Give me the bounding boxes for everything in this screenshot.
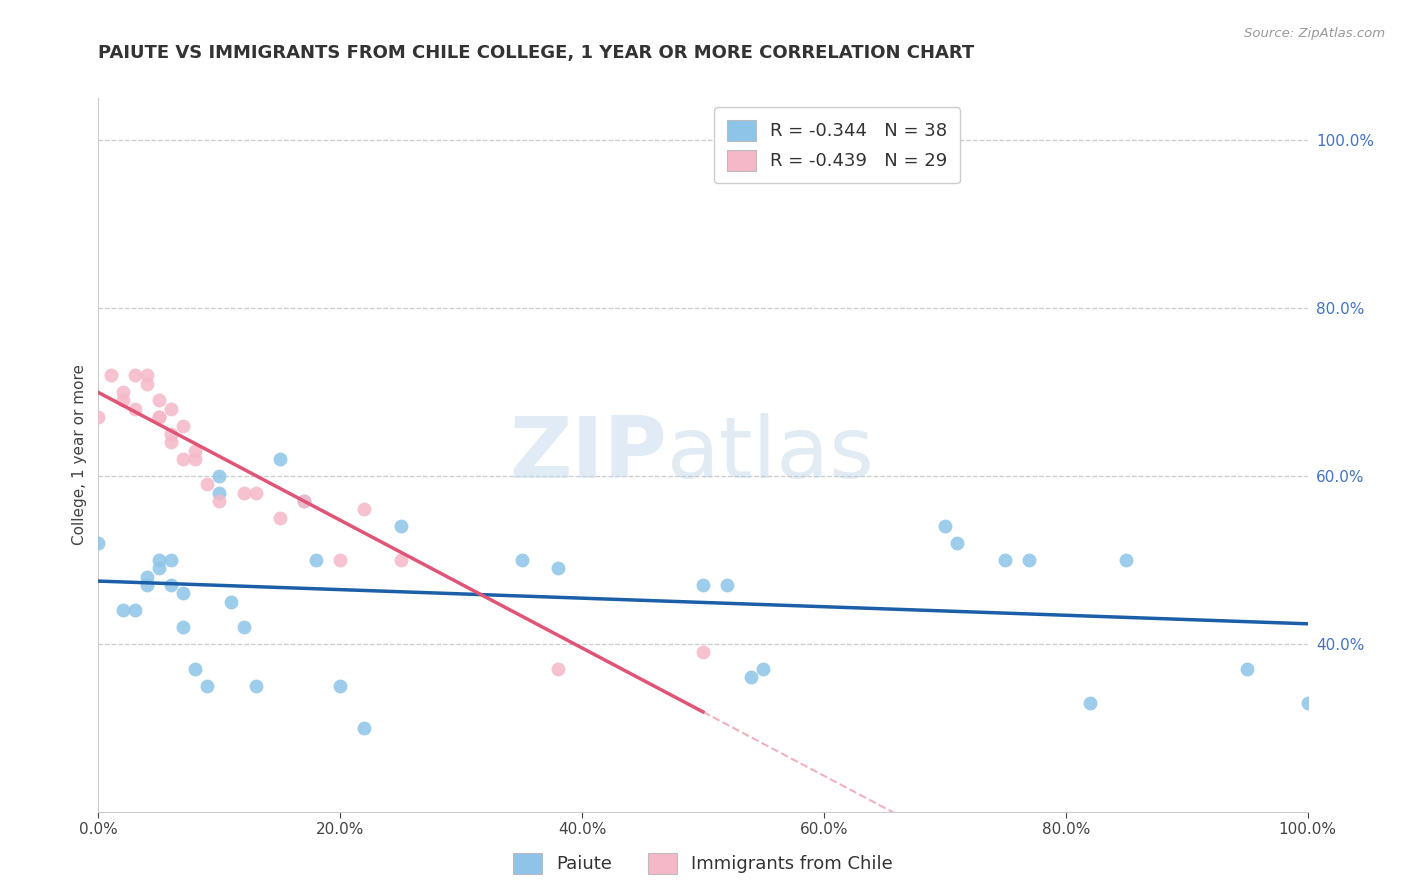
Point [87, 410, 110, 425]
Point [135, 368, 157, 383]
Point [100, 368, 122, 383]
Point [160, 401, 183, 416]
Point [184, 443, 207, 458]
Point [232, 620, 254, 634]
Point [1236, 662, 1258, 676]
Point [160, 435, 183, 450]
Point [934, 519, 956, 533]
Point [389, 519, 412, 533]
Point [716, 578, 738, 592]
Point [221, 595, 243, 609]
Point [87, 536, 110, 550]
Point [1115, 553, 1137, 567]
Point [184, 662, 207, 676]
Point [692, 578, 714, 592]
Point [148, 553, 170, 567]
Text: Source: ZipAtlas.com: Source: ZipAtlas.com [1244, 27, 1385, 40]
Legend: R = -0.344   N = 38, R = -0.439   N = 29: R = -0.344 N = 38, R = -0.439 N = 29 [714, 107, 960, 183]
Point [184, 452, 207, 467]
Point [1296, 696, 1319, 710]
Point [148, 410, 170, 425]
Point [135, 376, 157, 391]
Point [172, 418, 194, 433]
Point [208, 485, 231, 500]
Point [245, 679, 267, 693]
Point [148, 393, 170, 408]
Point [269, 511, 291, 525]
Point [994, 553, 1017, 567]
Point [172, 452, 194, 467]
Point [353, 502, 375, 516]
Point [208, 469, 231, 483]
Point [740, 670, 762, 684]
Point [172, 620, 194, 634]
Point [160, 426, 183, 441]
Point [547, 561, 569, 575]
Point [148, 410, 170, 425]
Point [111, 393, 134, 408]
Text: atlas: atlas [666, 413, 875, 497]
Point [232, 485, 254, 500]
Point [135, 578, 157, 592]
Point [353, 721, 375, 735]
Point [946, 536, 969, 550]
Point [752, 662, 775, 676]
Point [389, 553, 412, 567]
Text: PAIUTE VS IMMIGRANTS FROM CHILE COLLEGE, 1 YEAR OR MORE CORRELATION CHART: PAIUTE VS IMMIGRANTS FROM CHILE COLLEGE,… [98, 45, 974, 62]
Point [124, 368, 146, 383]
Point [329, 679, 352, 693]
Point [305, 553, 328, 567]
Point [547, 662, 569, 676]
Point [160, 578, 183, 592]
Point [1018, 553, 1040, 567]
Point [208, 494, 231, 508]
Point [124, 401, 146, 416]
Point [124, 603, 146, 617]
Point [1078, 696, 1101, 710]
Point [160, 553, 183, 567]
Point [292, 494, 315, 508]
Point [245, 485, 267, 500]
Point [148, 561, 170, 575]
Y-axis label: College, 1 year or more: College, 1 year or more [72, 365, 87, 545]
Point [510, 553, 533, 567]
Point [195, 477, 218, 491]
Point [329, 553, 352, 567]
Point [111, 384, 134, 399]
Point [692, 645, 714, 659]
Point [269, 452, 291, 467]
Point [135, 569, 157, 583]
Point [292, 494, 315, 508]
Point [172, 586, 194, 600]
Point [111, 603, 134, 617]
Point [195, 679, 218, 693]
Text: ZIP: ZIP [509, 413, 666, 497]
